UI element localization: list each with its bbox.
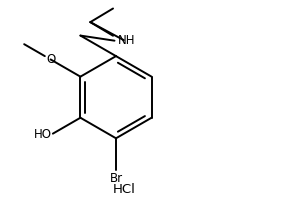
Text: O: O: [47, 53, 56, 66]
Text: HO: HO: [34, 128, 52, 140]
Text: Br: Br: [109, 172, 123, 185]
Text: NH: NH: [118, 34, 135, 47]
Text: HCl: HCl: [113, 182, 135, 195]
